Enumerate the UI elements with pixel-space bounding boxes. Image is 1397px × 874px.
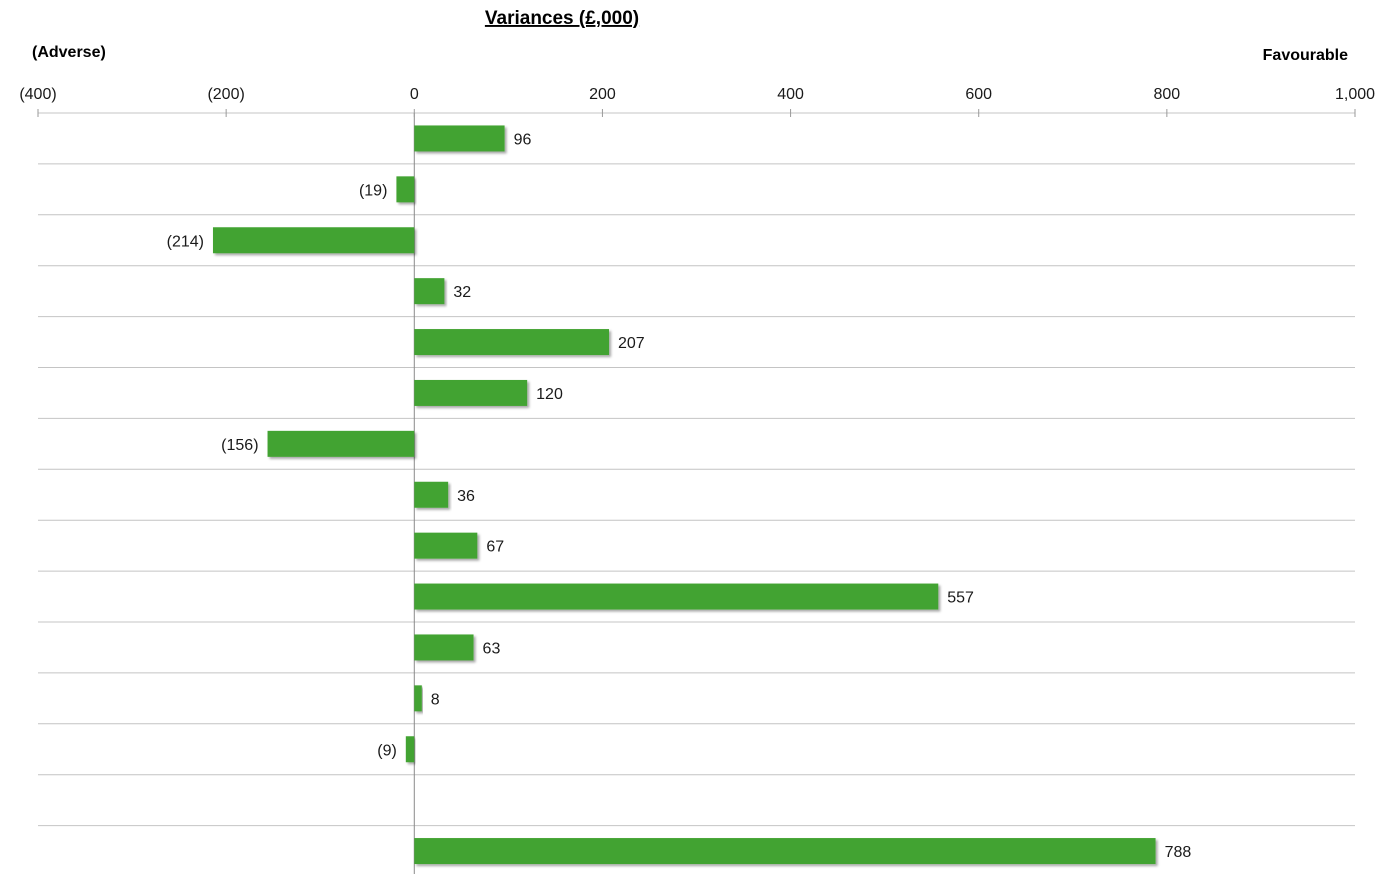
data-label: 63	[483, 640, 501, 657]
bar	[405, 736, 415, 763]
data-label: (214)	[167, 233, 204, 250]
bar	[414, 838, 1156, 865]
data-label: (9)	[377, 742, 397, 759]
bar	[267, 430, 415, 457]
x-tick-label: (400)	[19, 86, 56, 103]
data-label: 557	[947, 590, 974, 607]
data-label: 96	[514, 131, 532, 148]
x-tick-label: 200	[589, 86, 616, 103]
bar	[414, 379, 528, 406]
data-label: (156)	[221, 437, 258, 454]
data-label: 788	[1165, 844, 1192, 861]
data-label: 8	[431, 691, 440, 708]
data-labels: 96 (19) (214) 32 207 120 (156) 36 67 557 63 8 (9) 788	[167, 131, 1192, 861]
x-tick-label: 600	[965, 86, 992, 103]
bar	[414, 532, 478, 559]
x-tick-label: 0	[410, 86, 419, 103]
bar	[414, 583, 939, 610]
data-label: 207	[618, 335, 645, 352]
data-label: (19)	[359, 182, 387, 199]
data-label: 36	[457, 488, 475, 505]
gridlines	[38, 112, 1355, 874]
bar	[414, 634, 474, 661]
x-axis-ticks: (400) (200) 0 200 400 600 800 1,000	[19, 86, 1375, 117]
bar	[414, 481, 449, 508]
data-label: 67	[486, 539, 504, 556]
x-tick-label: 800	[1154, 86, 1181, 103]
bar	[414, 278, 445, 305]
x-tick-label: 1,000	[1335, 86, 1375, 103]
bar	[414, 125, 505, 152]
chart-title: Variances (£,000)	[485, 8, 639, 29]
favourable-label: Favourable	[1263, 47, 1348, 64]
bar	[212, 227, 415, 254]
bar	[414, 329, 610, 356]
data-label: 32	[453, 284, 471, 301]
x-tick-label: 400	[777, 86, 804, 103]
x-tick-label: (200)	[207, 86, 244, 103]
data-label: 120	[536, 386, 563, 403]
bar	[414, 685, 422, 712]
bar	[396, 176, 415, 203]
bars	[212, 125, 1156, 865]
adverse-label: (Adverse)	[32, 44, 106, 61]
